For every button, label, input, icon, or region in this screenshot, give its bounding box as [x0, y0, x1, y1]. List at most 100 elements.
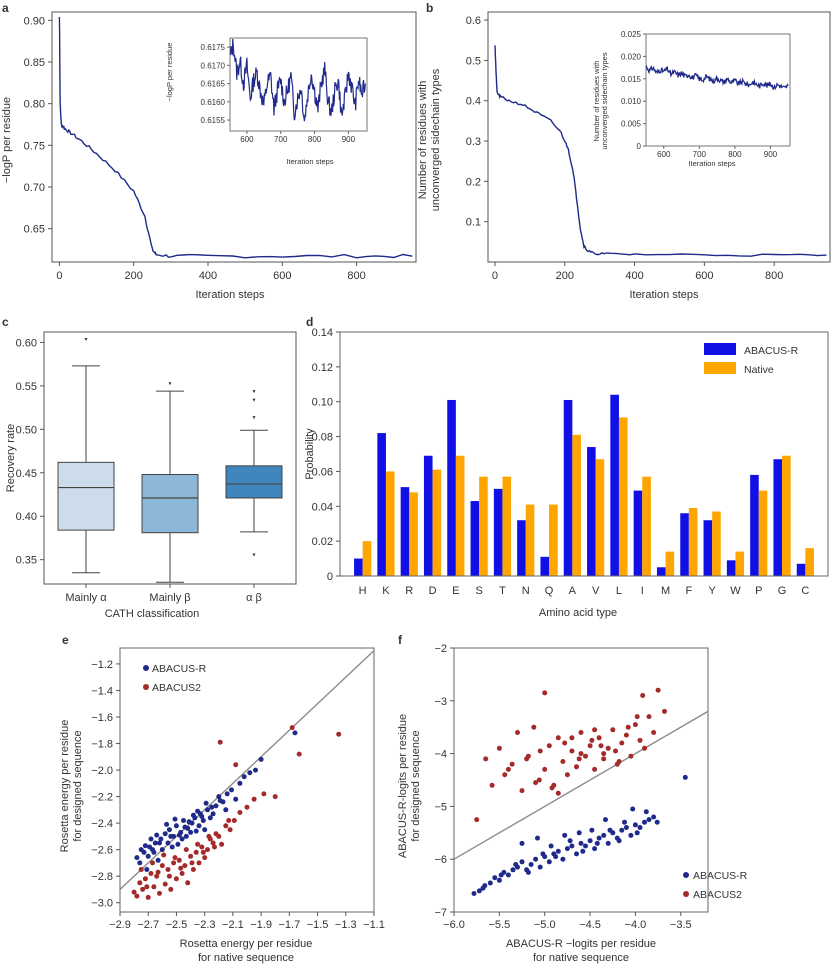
panel-f-point-abacus-r — [642, 819, 647, 825]
panel-f-point-abacus-r — [513, 862, 519, 867]
panel-e-point-abacus-r — [164, 821, 170, 827]
panel-f-xtick-label: −6.0 — [443, 919, 465, 931]
panel-f-point-abacus2 — [555, 790, 561, 796]
panel-f-frame — [453, 647, 709, 913]
panel-e-xtick-label: −1.5 — [307, 919, 329, 931]
panel-e-point-abacus2 — [171, 860, 177, 866]
panel-b-ytick-label: 0.5 — [466, 55, 481, 67]
panel-e-point-abacus2 — [173, 876, 179, 882]
panel-f-point-abacus-r — [519, 859, 525, 865]
panel-f-ytick-label: −4 — [434, 749, 447, 761]
panel-a-series-line — [58, 16, 413, 259]
panel-e-point-abacus2 — [251, 796, 257, 802]
panel-f-point-abacus2 — [531, 724, 537, 730]
panel-f-point-abacus2 — [623, 732, 629, 738]
panel-f-point-abacus-r — [583, 843, 588, 849]
panel-e-point-abacus2 — [183, 847, 189, 853]
panel-e-point-abacus2 — [176, 857, 182, 863]
panel-d-bar-abacus-r — [470, 501, 480, 576]
panel-e-point-abacus2 — [296, 751, 302, 757]
panel-e-point-abacus-r — [138, 847, 144, 853]
panel-f-point-abacus2 — [589, 737, 595, 743]
panel-e-point-abacus-r — [154, 832, 160, 838]
panel-c-flier — [252, 416, 256, 420]
panel-e-point-abacus-r — [292, 730, 298, 736]
panel-e-point-abacus2 — [202, 855, 208, 861]
panel-c-ytick-label: 0.35 — [16, 555, 37, 567]
panel-e-point-abacus2 — [206, 833, 212, 839]
panel-e-xlabel-line1: Rosetta energy per residue — [180, 938, 313, 950]
panel-f-point-abacus2 — [583, 753, 588, 759]
panel-f-ylabel-line1: ABACUS-R-logits per residue — [397, 714, 409, 858]
panel-e-point-abacus-r — [188, 829, 194, 835]
panel-e-xtick-label: −2.3 — [194, 919, 216, 931]
panel-f-point-abacus-r — [492, 875, 498, 881]
panel-f-point-abacus-r — [555, 848, 561, 854]
legend-e-abacus-r: ABACUS-R — [152, 663, 207, 675]
panel-d-bar-abacus-r — [354, 558, 363, 576]
panel-b-xlabel: Iteration steps — [629, 289, 699, 301]
panel-e-point-abacus-r — [159, 847, 165, 853]
panel-f-point-abacus2 — [640, 693, 646, 698]
panel-a-inset-xlabel: Iteration steps — [286, 157, 333, 166]
panel-d-bar-native — [409, 492, 418, 576]
panel-f-point-abacus2 — [562, 740, 568, 746]
panel-f-legend-marker-abacus-r — [683, 872, 689, 878]
panel-f-ylabel-line2: for designed sequence — [410, 730, 422, 841]
panel-e-point-abacus-r — [168, 833, 174, 839]
panel-e-point-abacus2 — [159, 863, 165, 869]
panel-e-point-abacus-r — [137, 860, 143, 866]
panel-e-ytick-label: −2.6 — [91, 845, 113, 857]
panel-a-inset-ylabel: −logP per residue — [165, 43, 174, 102]
panel-f-point-abacus2 — [474, 817, 480, 823]
panel-e-point-abacus2 — [336, 731, 342, 737]
panel-e-point-abacus2 — [195, 841, 201, 847]
panel-d-xlabel: Amino acid type — [539, 607, 617, 619]
panel-e-ytick-label: −2.0 — [91, 765, 113, 777]
panel-d-xtick-label: A — [569, 585, 577, 597]
panel-b-inset-line — [645, 64, 789, 91]
panel-f-point-abacus-r — [589, 827, 595, 833]
panel-a-ytick-label: 0.65 — [24, 224, 45, 236]
panel-e-point-abacus-r — [162, 831, 168, 837]
panel-e-point-abacus-r — [217, 798, 223, 804]
panel-e-point-abacus2 — [210, 840, 216, 846]
panel-b-inset-ytick-label: 0.020 — [621, 52, 642, 61]
panel-e-xtick-label: −1.9 — [250, 919, 272, 931]
panel-e-xtick-label: −2.1 — [222, 919, 244, 931]
panel-c-ytick-label: 0.45 — [16, 468, 37, 480]
panel-f-point-abacus2 — [592, 766, 598, 772]
panel-f-point-abacus-r — [496, 877, 502, 883]
panel-b-inset-xtick-label: 600 — [657, 150, 671, 159]
panel-e-point-abacus2 — [212, 844, 217, 850]
panel-f-point-abacus2 — [632, 722, 638, 728]
panel-d-xtick-label: P — [755, 585, 762, 597]
panel-c-flier — [252, 553, 256, 557]
panel-d-bar-native — [735, 551, 745, 576]
panel-e-point-abacus2 — [179, 871, 185, 876]
panel-f-point-abacus-r — [576, 830, 582, 836]
panel-f-point-abacus2 — [628, 753, 634, 759]
panel-d-bar-abacus-r — [633, 490, 643, 576]
panel-d-bar-native — [549, 504, 558, 576]
panel-e-point-abacus2 — [244, 804, 250, 810]
panel-d-bar-abacus-r — [796, 563, 806, 576]
panel-d-bar-native — [502, 476, 512, 576]
panel-f-point-abacus-r — [594, 840, 600, 846]
panel-e-point-abacus-r — [200, 818, 206, 823]
panel-e-point-abacus-r — [203, 800, 209, 806]
panel-f-point-abacus-r — [505, 872, 511, 878]
panel-b-inset-ytick-label: 0.010 — [621, 97, 642, 106]
panel-d-bar-abacus-r — [680, 513, 689, 576]
panel-a-xtick-label: 400 — [199, 270, 217, 282]
panel-d-bar-native — [758, 490, 768, 576]
panel-f-point-abacus-r — [528, 862, 534, 867]
panel-f-point-abacus-r — [480, 885, 486, 891]
panel-d-ytick-label: 0.14 — [312, 327, 333, 339]
panel-e-point-abacus2 — [226, 818, 232, 823]
panel-d-bar-abacus-r — [726, 560, 736, 576]
panel-b-ytick-label: 0.1 — [466, 217, 481, 229]
panel-e-point-abacus2 — [190, 867, 196, 872]
panel-e-point-abacus-r — [205, 807, 210, 813]
panel-e-point-abacus-r — [169, 844, 175, 850]
